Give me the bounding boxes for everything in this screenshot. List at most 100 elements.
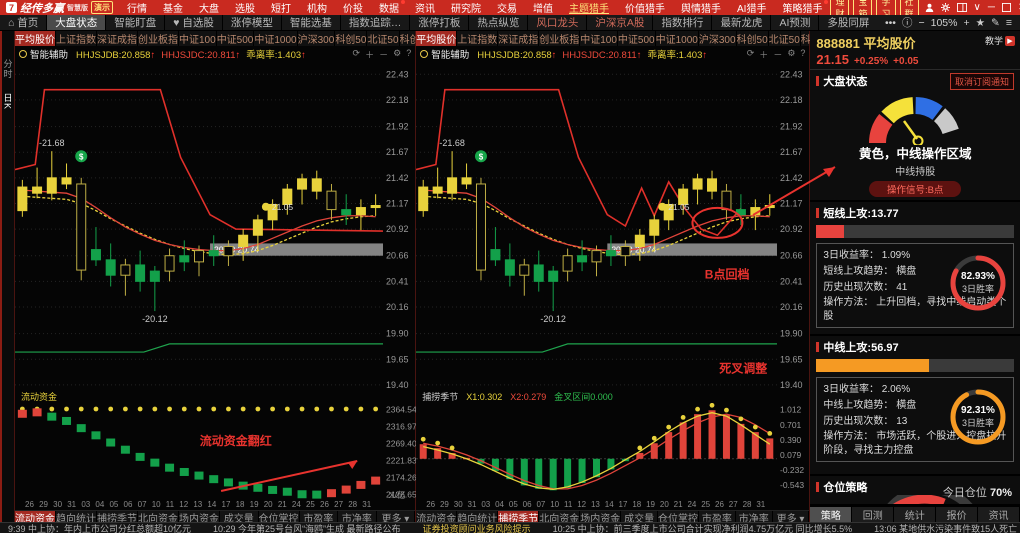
feature-tab-风口龙头[interactable]: 风口龙头 — [528, 15, 588, 30]
feature-tab-指数排行[interactable]: 指数排行 — [653, 15, 713, 30]
sidebar-tab-资讯[interactable]: 资讯 — [978, 507, 1020, 522]
plus-icon[interactable]: ＋ — [759, 49, 769, 60]
indicator-tab-捕捞季节[interactable]: 捕捞季节 — [97, 511, 138, 525]
menu-item-交易[interactable]: 交易 — [497, 4, 517, 15]
index-tab-北证50[interactable]: 北证50 — [769, 31, 801, 46]
menu-item-机构[interactable]: 机构 — [307, 4, 327, 15]
menu-item-价值猎手[interactable]: 价值猎手 — [625, 4, 665, 15]
feature-tab-大盘状态[interactable]: 大盘状态 — [47, 15, 107, 30]
layout-icon[interactable] — [956, 3, 967, 12]
feature-tab-最新龙虎[interactable]: 最新龙虎 — [712, 15, 772, 30]
user-icon[interactable] — [925, 3, 934, 12]
pencil-icon[interactable]: ✎ — [991, 16, 1000, 29]
menu-item-增值[interactable]: 增值 — [533, 4, 553, 15]
ticker-item[interactable]: 9:39 中上协：年内上市公司分红总额超10亿元 — [8, 523, 192, 533]
indicator-dropdown[interactable]: 智能辅助 — [420, 47, 469, 61]
indicator-tab-成交量[interactable]: 成交量 — [220, 511, 259, 525]
indicator-tab-更多 ▾[interactable]: 更多 ▾ — [377, 511, 416, 525]
index-tab-上证指数[interactable]: 上证指数 — [56, 31, 97, 46]
feature-tab-热点纵览[interactable]: 热点纵览 — [469, 15, 529, 30]
index-tab-北证50[interactable]: 北证50 — [367, 31, 400, 46]
help-icon[interactable]: ? — [406, 47, 412, 58]
indicator-tab-流动资金[interactable]: 流动资金 — [15, 511, 56, 525]
news-ticker[interactable]: 9:39 中上协：年内上市公司分红总额超10亿元 10:29 今年第25号台风“海… — [0, 522, 1020, 533]
bulao-subchart[interactable]: 1.012 0.701 0.390 0.079 -0.232 -0.543 — [416, 403, 811, 500]
index-tab-平均股价[interactable]: 平均股价 — [15, 31, 56, 46]
index-tab-中证100[interactable]: 中证100 — [580, 31, 618, 46]
kline-chart-left[interactable]: 22.43 22.18 21.92 21.67 21.42 21.17 20.92 20.66… — [15, 62, 417, 390]
refresh-icon[interactable]: ⟳ — [352, 47, 361, 58]
menu-item-行情[interactable]: 行情 — [127, 4, 147, 15]
sidebar-tab-统计[interactable]: 统计 — [894, 507, 937, 522]
indicator-tab-市盈率[interactable]: 市盈率 — [699, 511, 736, 525]
indicator-tab-趋向统计[interactable]: 趋向统计 — [457, 511, 499, 525]
ticker-item[interactable]: 证券投资顾问业务风险提示 — [422, 523, 531, 533]
sidebar-tab-报价[interactable]: 报价 — [936, 507, 979, 522]
index-tab-创业板指[interactable]: 创业板指 — [539, 31, 581, 46]
menu-item-资讯[interactable]: 资讯 — [415, 4, 435, 15]
feature-tab-智能选基[interactable]: 智能选基 — [282, 15, 341, 30]
index-tab-沪深300[interactable]: 沪深300 — [699, 31, 737, 46]
feature-tab-自选股[interactable]: ♥ 自选股 — [165, 15, 223, 30]
sidebar-tab-策略[interactable]: 策略 — [810, 507, 853, 522]
menu-item-基金[interactable]: 基金 — [163, 4, 183, 15]
ticker-item[interactable]: 13:06 某地供水污染事件致15人死亡 — [874, 523, 1018, 533]
menu-item-舆情猎手[interactable]: 舆情猎手 — [681, 4, 721, 15]
index-tab-中证500[interactable]: 中证500 — [217, 31, 255, 46]
plus-icon[interactable]: ＋ — [365, 49, 375, 60]
zoom-in-icon[interactable]: + — [963, 16, 970, 29]
indicator-tab-成交量[interactable]: 成交量 — [621, 511, 659, 525]
period-tab-分时[interactable]: 分时 — [2, 59, 13, 79]
menu-item-数据[interactable]: 数据 — [371, 0, 407, 15]
chevron-down-icon[interactable]: ∨ — [973, 2, 981, 13]
feature-tab-涨停模型[interactable]: 涨停模型 — [223, 15, 282, 30]
indicator-tab-市盈率[interactable]: 市盈率 — [300, 511, 339, 525]
indicator-tab-北向资金[interactable]: 北向资金 — [138, 511, 179, 525]
indicator-tab-更多 ▾[interactable]: 更多 ▾ — [773, 511, 810, 525]
indicator-tab-场内资金[interactable]: 场内资金 — [179, 511, 220, 525]
liquidity-subchart[interactable]: 2364.54 2316.97 2269.40 2221.83 2174.26 2126.… — [15, 403, 417, 500]
menu-item-主题猎手[interactable]: 主题猎手 — [569, 4, 609, 15]
period-tab-日K[interactable]: 日K — [2, 93, 13, 111]
feature-tab-多股同屏[interactable]: 多股同屏 — [819, 15, 877, 30]
indicator-tab-仓位掌控[interactable]: 仓位掌控 — [658, 511, 700, 525]
kline-chart-middle[interactable]: 22.43 22.18 21.92 21.67 21.42 21.17 20.92 20.66… — [416, 62, 811, 390]
unsubscribe-button[interactable]: 取消订阅通知 — [949, 73, 1014, 90]
index-tab-科创50[interactable]: 科创50 — [737, 31, 769, 46]
minus-icon[interactable]: － — [773, 49, 783, 60]
menu-item-选股[interactable]: 选股 — [235, 4, 255, 15]
index-tab-深证成指[interactable]: 深证成指 — [97, 31, 138, 46]
index-tab-中证100[interactable]: 中证100 — [179, 31, 217, 46]
sidebar-tab-回测[interactable]: 回测 — [852, 507, 895, 522]
more-icon[interactable]: ••• — [884, 16, 896, 29]
indicator-tab-市净率[interactable]: 市净率 — [338, 511, 377, 525]
menu-item-短打[interactable]: 短打 — [271, 4, 291, 15]
menu-item-研究院[interactable]: 研究院 — [451, 4, 481, 15]
feature-tab-涨停打板[interactable]: 涨停打板 — [410, 15, 470, 30]
feature-tab-智能盯盘[interactable]: 智能盯盘 — [106, 15, 166, 30]
list-icon[interactable]: ≡ — [1005, 16, 1012, 29]
zoom-out-icon[interactable]: − — [918, 16, 925, 29]
index-tab-中证1000[interactable]: 中证1000 — [656, 31, 699, 46]
feature-tab-AI预测[interactable]: AI预测 — [771, 15, 820, 30]
gear-icon[interactable] — [940, 3, 950, 12]
feature-tab-首页[interactable]: ⌂ 首页 — [0, 15, 48, 30]
help-icon[interactable]: ? — [800, 47, 806, 58]
minimize-icon[interactable]: ─ — [987, 2, 995, 13]
index-tab-深证成指[interactable]: 深证成指 — [498, 31, 540, 46]
index-tab-沪深300[interactable]: 沪深300 — [298, 31, 336, 46]
settings-icon[interactable]: ⚙ — [787, 47, 796, 58]
refresh-icon[interactable]: ⟳ — [746, 47, 755, 58]
feature-tab-沪深京A股[interactable]: 沪深京A股 — [587, 15, 654, 30]
star-icon[interactable]: ★ — [975, 16, 986, 29]
settings-icon[interactable]: ⚙ — [393, 47, 402, 58]
indicator-tab-仓位掌控[interactable]: 仓位掌控 — [259, 511, 300, 525]
ticker-item[interactable]: 10:25 中上协：前三季度上市公司合计实现净利润4.75万亿元 同比增长5.5… — [552, 523, 853, 533]
menu-item-策略猎手[interactable]: 策略猎手 — [774, 0, 830, 15]
menu-item-AI猎手[interactable]: AI猎手 — [737, 4, 767, 15]
feature-tab-指数追踪…[interactable]: 指数追踪… — [341, 15, 411, 30]
menu-item-大盘[interactable]: 大盘 — [199, 4, 219, 15]
index-tab-中证500[interactable]: 中证500 — [618, 31, 656, 46]
maximize-icon[interactable] — [1001, 3, 1011, 12]
ticker-item[interactable]: 10:29 今年第25号台风“海鸥”生成 最新路径公布 — [213, 523, 401, 533]
